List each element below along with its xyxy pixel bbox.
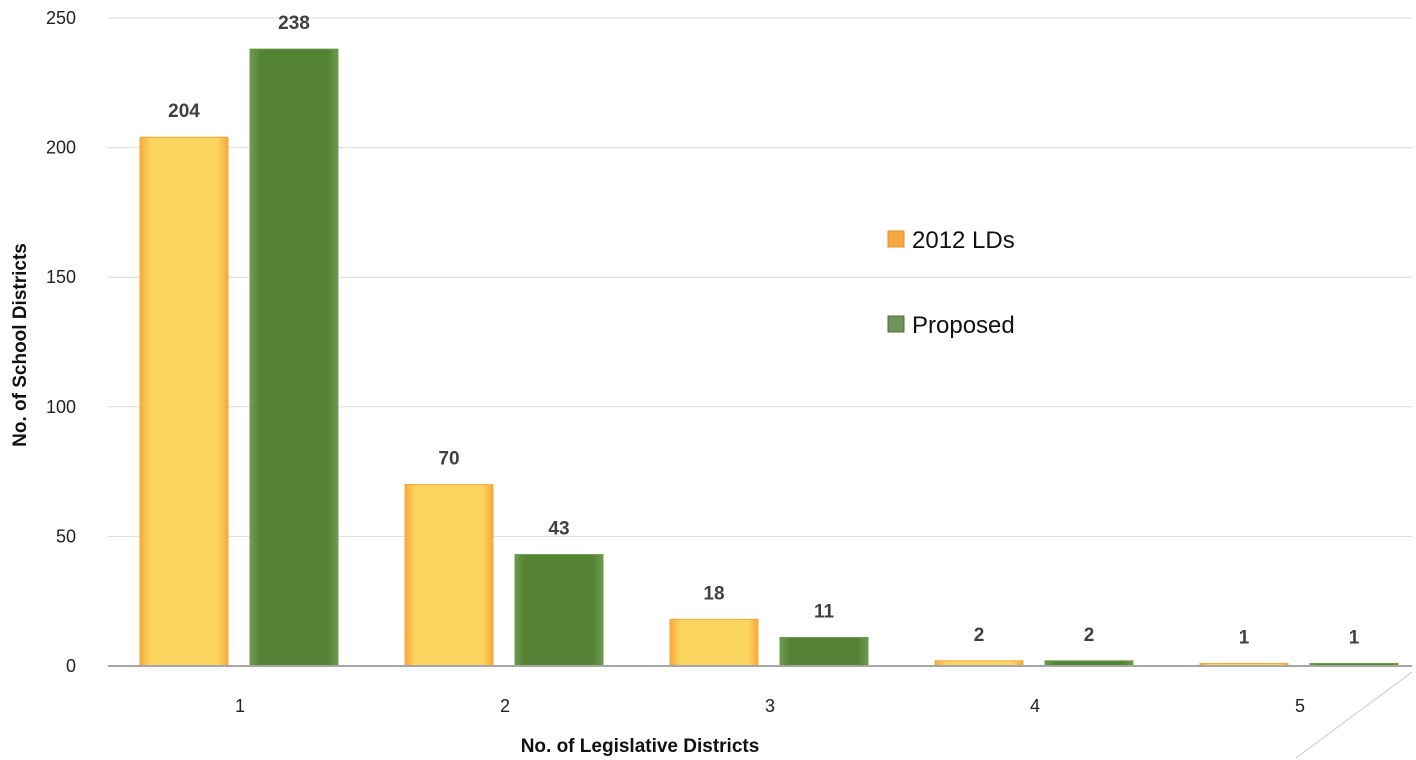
data-label: 11 (814, 601, 835, 622)
legend: 2012 LDs Proposed (887, 227, 1015, 339)
x-tick-label: 5 (1295, 696, 1305, 716)
y-tick-label: 150 (46, 267, 76, 287)
axes: 0 50 100 150 200 250 1 2 3 4 5 (46, 8, 1412, 716)
data-label: 18 (703, 583, 724, 604)
legend-swatch-proposed (887, 315, 905, 333)
data-label: 70 (438, 449, 459, 470)
bar-2012-2 (404, 484, 494, 667)
legend-label-2012: 2012 LDs (912, 227, 1015, 254)
legend-label-proposed: Proposed (912, 312, 1015, 339)
y-axis-title: No. of School Districts (10, 243, 31, 447)
data-label: 1 (1239, 627, 1250, 648)
y-tick-label: 200 (46, 138, 76, 158)
decorative-diagonal-line (1295, 671, 1413, 759)
data-label: 43 (548, 519, 569, 540)
x-tick-label: 2 (500, 696, 510, 716)
data-label: 2 (1084, 625, 1095, 646)
bar-2012-3 (669, 618, 759, 667)
bar-2012-1 (139, 136, 229, 667)
data-label: 238 (278, 13, 310, 34)
x-tick-label: 1 (235, 696, 245, 716)
y-tick-label: 50 (56, 526, 76, 546)
y-tick-label: 100 (46, 397, 76, 417)
x-tick-label: 3 (765, 696, 775, 716)
bars (139, 48, 1399, 667)
data-label: 1 (1349, 627, 1360, 648)
legend-swatch-2012 (887, 230, 905, 248)
y-tick-label: 250 (46, 8, 76, 28)
y-tick-label: 0 (66, 656, 76, 676)
x-tick-label: 4 (1030, 696, 1040, 716)
bar-proposed-1 (249, 48, 339, 667)
x-axis-title: No. of Legislative Districts (521, 736, 760, 757)
bar-proposed-2 (514, 554, 604, 667)
bar-proposed-3 (779, 636, 869, 667)
data-label: 204 (168, 101, 200, 122)
data-label: 2 (974, 625, 985, 646)
